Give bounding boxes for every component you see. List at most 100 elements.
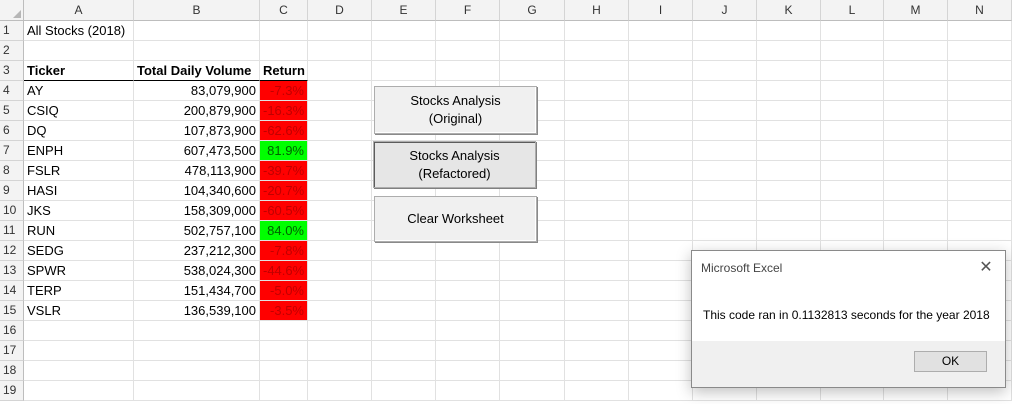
cell-n8[interactable]	[948, 161, 1012, 181]
column-header-a[interactable]: A	[24, 0, 134, 21]
cell-h3[interactable]	[565, 61, 629, 81]
cell-f1[interactable]	[436, 21, 500, 41]
cell-i2[interactable]	[629, 41, 693, 61]
cell-l9[interactable]	[821, 181, 884, 201]
cell-l8[interactable]	[821, 161, 884, 181]
cell-n3[interactable]	[948, 61, 1012, 81]
cell-g12[interactable]	[500, 241, 565, 261]
cell-b6[interactable]: 107,873,900	[134, 121, 260, 141]
cell-e16[interactable]	[372, 321, 436, 341]
select-all-corner[interactable]	[0, 0, 24, 21]
cell-h15[interactable]	[565, 301, 629, 321]
cell-j3[interactable]	[693, 61, 757, 81]
cell-f16[interactable]	[436, 321, 500, 341]
row-header-10[interactable]: 10	[0, 201, 24, 221]
cell-i12[interactable]	[629, 241, 693, 261]
cell-g13[interactable]	[500, 261, 565, 281]
cell-b12[interactable]: 237,212,300	[134, 241, 260, 261]
cell-i18[interactable]	[629, 361, 693, 381]
cell-g1[interactable]	[500, 21, 565, 41]
cell-h8[interactable]	[565, 161, 629, 181]
cell-g18[interactable]	[500, 361, 565, 381]
cell-c4[interactable]: -7.3%	[260, 81, 308, 101]
cell-d11[interactable]	[308, 221, 372, 241]
row-header-7[interactable]: 7	[0, 141, 24, 161]
cell-m3[interactable]	[884, 61, 948, 81]
cell-b4[interactable]: 83,079,900	[134, 81, 260, 101]
cell-c5[interactable]: -16.3%	[260, 101, 308, 121]
row-header-6[interactable]: 6	[0, 121, 24, 141]
cell-i9[interactable]	[629, 181, 693, 201]
cell-j8[interactable]	[693, 161, 757, 181]
cell-i17[interactable]	[629, 341, 693, 361]
cell-a8[interactable]: FSLR	[24, 161, 134, 181]
row-header-11[interactable]: 11	[0, 221, 24, 241]
column-header-d[interactable]: D	[308, 0, 372, 21]
cell-n4[interactable]	[948, 81, 1012, 101]
cell-i13[interactable]	[629, 261, 693, 281]
cell-h19[interactable]	[565, 381, 629, 401]
cell-f2[interactable]	[436, 41, 500, 61]
column-header-h[interactable]: H	[565, 0, 629, 21]
cell-c3[interactable]: Return	[260, 61, 308, 81]
stocks-analysis-refactored-button[interactable]: Stocks Analysis (Refactored)	[373, 141, 536, 188]
cell-a13[interactable]: SPWR	[24, 261, 134, 281]
cell-m2[interactable]	[884, 41, 948, 61]
cell-b13[interactable]: 538,024,300	[134, 261, 260, 281]
cell-g2[interactable]	[500, 41, 565, 61]
cell-c7[interactable]: 81.9%	[260, 141, 308, 161]
cell-d9[interactable]	[308, 181, 372, 201]
cell-k7[interactable]	[757, 141, 821, 161]
cell-g3[interactable]	[500, 61, 565, 81]
cell-k6[interactable]	[757, 121, 821, 141]
cell-m6[interactable]	[884, 121, 948, 141]
cell-l6[interactable]	[821, 121, 884, 141]
cell-j9[interactable]	[693, 181, 757, 201]
cell-i3[interactable]	[629, 61, 693, 81]
cell-e1[interactable]	[372, 21, 436, 41]
cell-d18[interactable]	[308, 361, 372, 381]
cell-b5[interactable]: 200,879,900	[134, 101, 260, 121]
cell-g14[interactable]	[500, 281, 565, 301]
cell-l7[interactable]	[821, 141, 884, 161]
cell-b8[interactable]: 478,113,900	[134, 161, 260, 181]
cell-e19[interactable]	[372, 381, 436, 401]
cell-a12[interactable]: SEDG	[24, 241, 134, 261]
cell-d17[interactable]	[308, 341, 372, 361]
cell-a14[interactable]: TERP	[24, 281, 134, 301]
cell-b17[interactable]	[134, 341, 260, 361]
cell-a5[interactable]: CSIQ	[24, 101, 134, 121]
cell-c2[interactable]	[260, 41, 308, 61]
cell-d14[interactable]	[308, 281, 372, 301]
cell-d19[interactable]	[308, 381, 372, 401]
cell-g15[interactable]	[500, 301, 565, 321]
cell-a11[interactable]: RUN	[24, 221, 134, 241]
cell-a19[interactable]	[24, 381, 134, 401]
cell-c8[interactable]: -39.7%	[260, 161, 308, 181]
column-header-e[interactable]: E	[372, 0, 436, 21]
cell-h16[interactable]	[565, 321, 629, 341]
column-header-g[interactable]: G	[500, 0, 565, 21]
row-header-3[interactable]: 3	[0, 61, 24, 81]
cell-n11[interactable]	[948, 221, 1012, 241]
cell-e17[interactable]	[372, 341, 436, 361]
cell-d4[interactable]	[308, 81, 372, 101]
cell-b1[interactable]	[134, 21, 260, 41]
column-header-m[interactable]: M	[884, 0, 948, 21]
column-header-c[interactable]: C	[260, 0, 308, 21]
column-header-k[interactable]: K	[757, 0, 821, 21]
cell-h5[interactable]	[565, 101, 629, 121]
column-header-i[interactable]: I	[629, 0, 693, 21]
cell-f17[interactable]	[436, 341, 500, 361]
cell-d12[interactable]	[308, 241, 372, 261]
cell-h12[interactable]	[565, 241, 629, 261]
cell-c10[interactable]: -60.5%	[260, 201, 308, 221]
cell-i5[interactable]	[629, 101, 693, 121]
cell-f19[interactable]	[436, 381, 500, 401]
cell-f13[interactable]	[436, 261, 500, 281]
column-header-l[interactable]: L	[821, 0, 884, 21]
cell-d8[interactable]	[308, 161, 372, 181]
cell-h10[interactable]	[565, 201, 629, 221]
cell-b11[interactable]: 502,757,100	[134, 221, 260, 241]
cell-i15[interactable]	[629, 301, 693, 321]
